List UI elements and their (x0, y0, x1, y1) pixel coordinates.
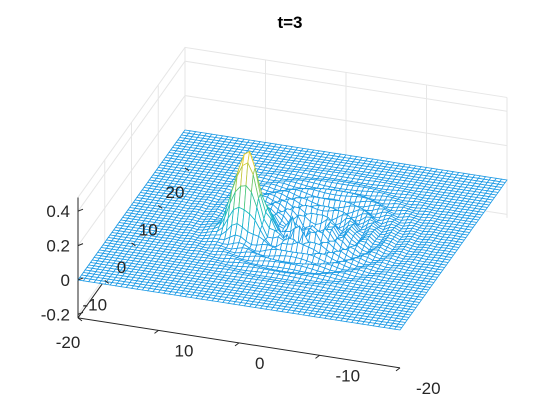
y-tick (315, 354, 320, 359)
z-tick (77, 311, 84, 315)
y-tick (234, 342, 240, 347)
z-tick (77, 208, 84, 212)
x-tick-label: 10 (139, 220, 158, 239)
y-tick (154, 329, 159, 334)
z-tick-label: 0.2 (46, 237, 70, 256)
z-tick-label: -0.2 (41, 305, 70, 324)
z-tick (77, 243, 84, 247)
y-tick-label: 10 (175, 341, 194, 360)
z-tick (77, 277, 84, 281)
x-tick (77, 317, 83, 322)
y-tick-label: -10 (336, 366, 361, 385)
y-tick-label: 0 (255, 354, 264, 373)
grid-line-z (77, 95, 508, 246)
x-tick (184, 167, 190, 172)
x-tick-label: -20 (56, 333, 81, 352)
y-tick (395, 367, 401, 372)
x-tick-label: -10 (82, 295, 107, 314)
y-tick-label: -20 (416, 379, 441, 398)
x-tick (157, 204, 163, 209)
x-tick (104, 279, 110, 284)
grid-line-z (77, 60, 508, 212)
x-tick (131, 242, 136, 247)
z-tick-label: 0.4 (46, 202, 70, 221)
surface-mesh (77, 129, 508, 331)
surface-cell (393, 326, 403, 331)
z-tick-label: 0 (61, 271, 70, 290)
chart-title: t=3 (277, 13, 302, 32)
grid-line-z (77, 46, 508, 198)
x-tick-label: 20 (166, 183, 185, 202)
x-tick-label: 0 (117, 258, 126, 277)
